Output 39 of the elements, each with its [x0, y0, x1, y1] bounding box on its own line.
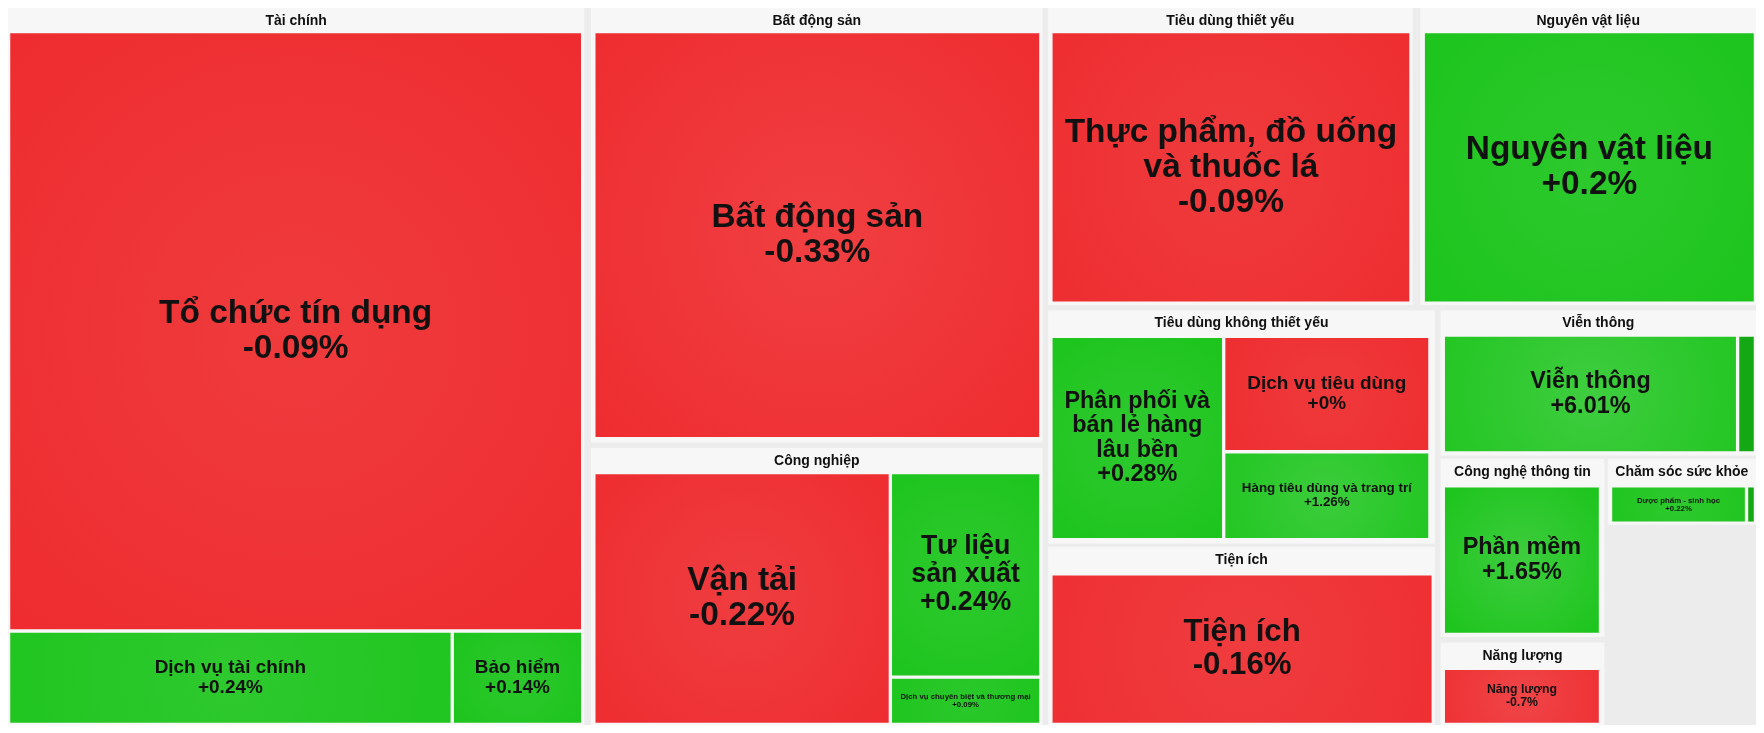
series-label: Nguyên vật liệu: [1536, 12, 1640, 29]
data-label: +6.01%: [1550, 391, 1631, 418]
series-label: Bất động sản: [772, 12, 862, 29]
category-label: Vận tải: [687, 560, 797, 598]
category-label: Thực phẩm, đồ uống và thuốc lá: [1064, 111, 1398, 184]
category-label: Phần mềm: [1462, 533, 1582, 560]
series-label: Chăm sóc sức khỏe: [1615, 462, 1749, 479]
series-label: Công nghiệp: [774, 451, 860, 468]
data-label: +1.65%: [1481, 557, 1563, 584]
data-label: +0.24%: [198, 675, 263, 697]
data-label: -0.09%: [242, 328, 349, 366]
data-label: +0.2%: [1541, 164, 1638, 202]
data-label: -0.16%: [1192, 646, 1292, 682]
category-label: Hàng tiêu dùng và trang trí: [1241, 480, 1414, 496]
data-label: +0.24%: [919, 586, 1012, 617]
data-label: -0.09%: [1177, 181, 1284, 219]
data-label: -0.7%: [1505, 695, 1538, 710]
series-label: Viễn thông: [1562, 314, 1635, 331]
data-label: +1.26%: [1303, 494, 1350, 510]
series-label: Tiêu dùng thiết yếu: [1166, 12, 1295, 29]
data-label: +0.28%: [1097, 460, 1178, 487]
category-label: Tiện ích: [1183, 613, 1301, 649]
series-label: Tiện ích: [1215, 550, 1268, 567]
category-label: Dịch vụ tiêu dùng: [1247, 372, 1407, 394]
series-label: Tài chính: [265, 12, 327, 29]
category-label: Nguyên vật liệu: [1465, 129, 1713, 167]
series-label: Công nghệ thông tin: [1454, 462, 1591, 479]
data-label: -0.22%: [689, 595, 796, 633]
category-label: Phân phối và bán lẻ hàng lâu bền: [1064, 386, 1212, 462]
data-label: +0.14%: [485, 675, 550, 697]
data-label: +0%: [1307, 392, 1347, 414]
series-label: Năng lượng: [1482, 646, 1563, 663]
category-label: Tư liệu sản xuất: [911, 530, 1020, 589]
category-label: Bảo hiểm: [474, 655, 561, 677]
category-label: Tổ chức tín dụng: [159, 292, 433, 330]
category-label: Năng lượng: [1486, 682, 1557, 697]
category-label: Dịch vụ tài chính: [154, 655, 307, 677]
category-label: Viễn thông: [1530, 366, 1651, 394]
series-label: Tiêu dùng không thiết yếu: [1154, 314, 1329, 331]
